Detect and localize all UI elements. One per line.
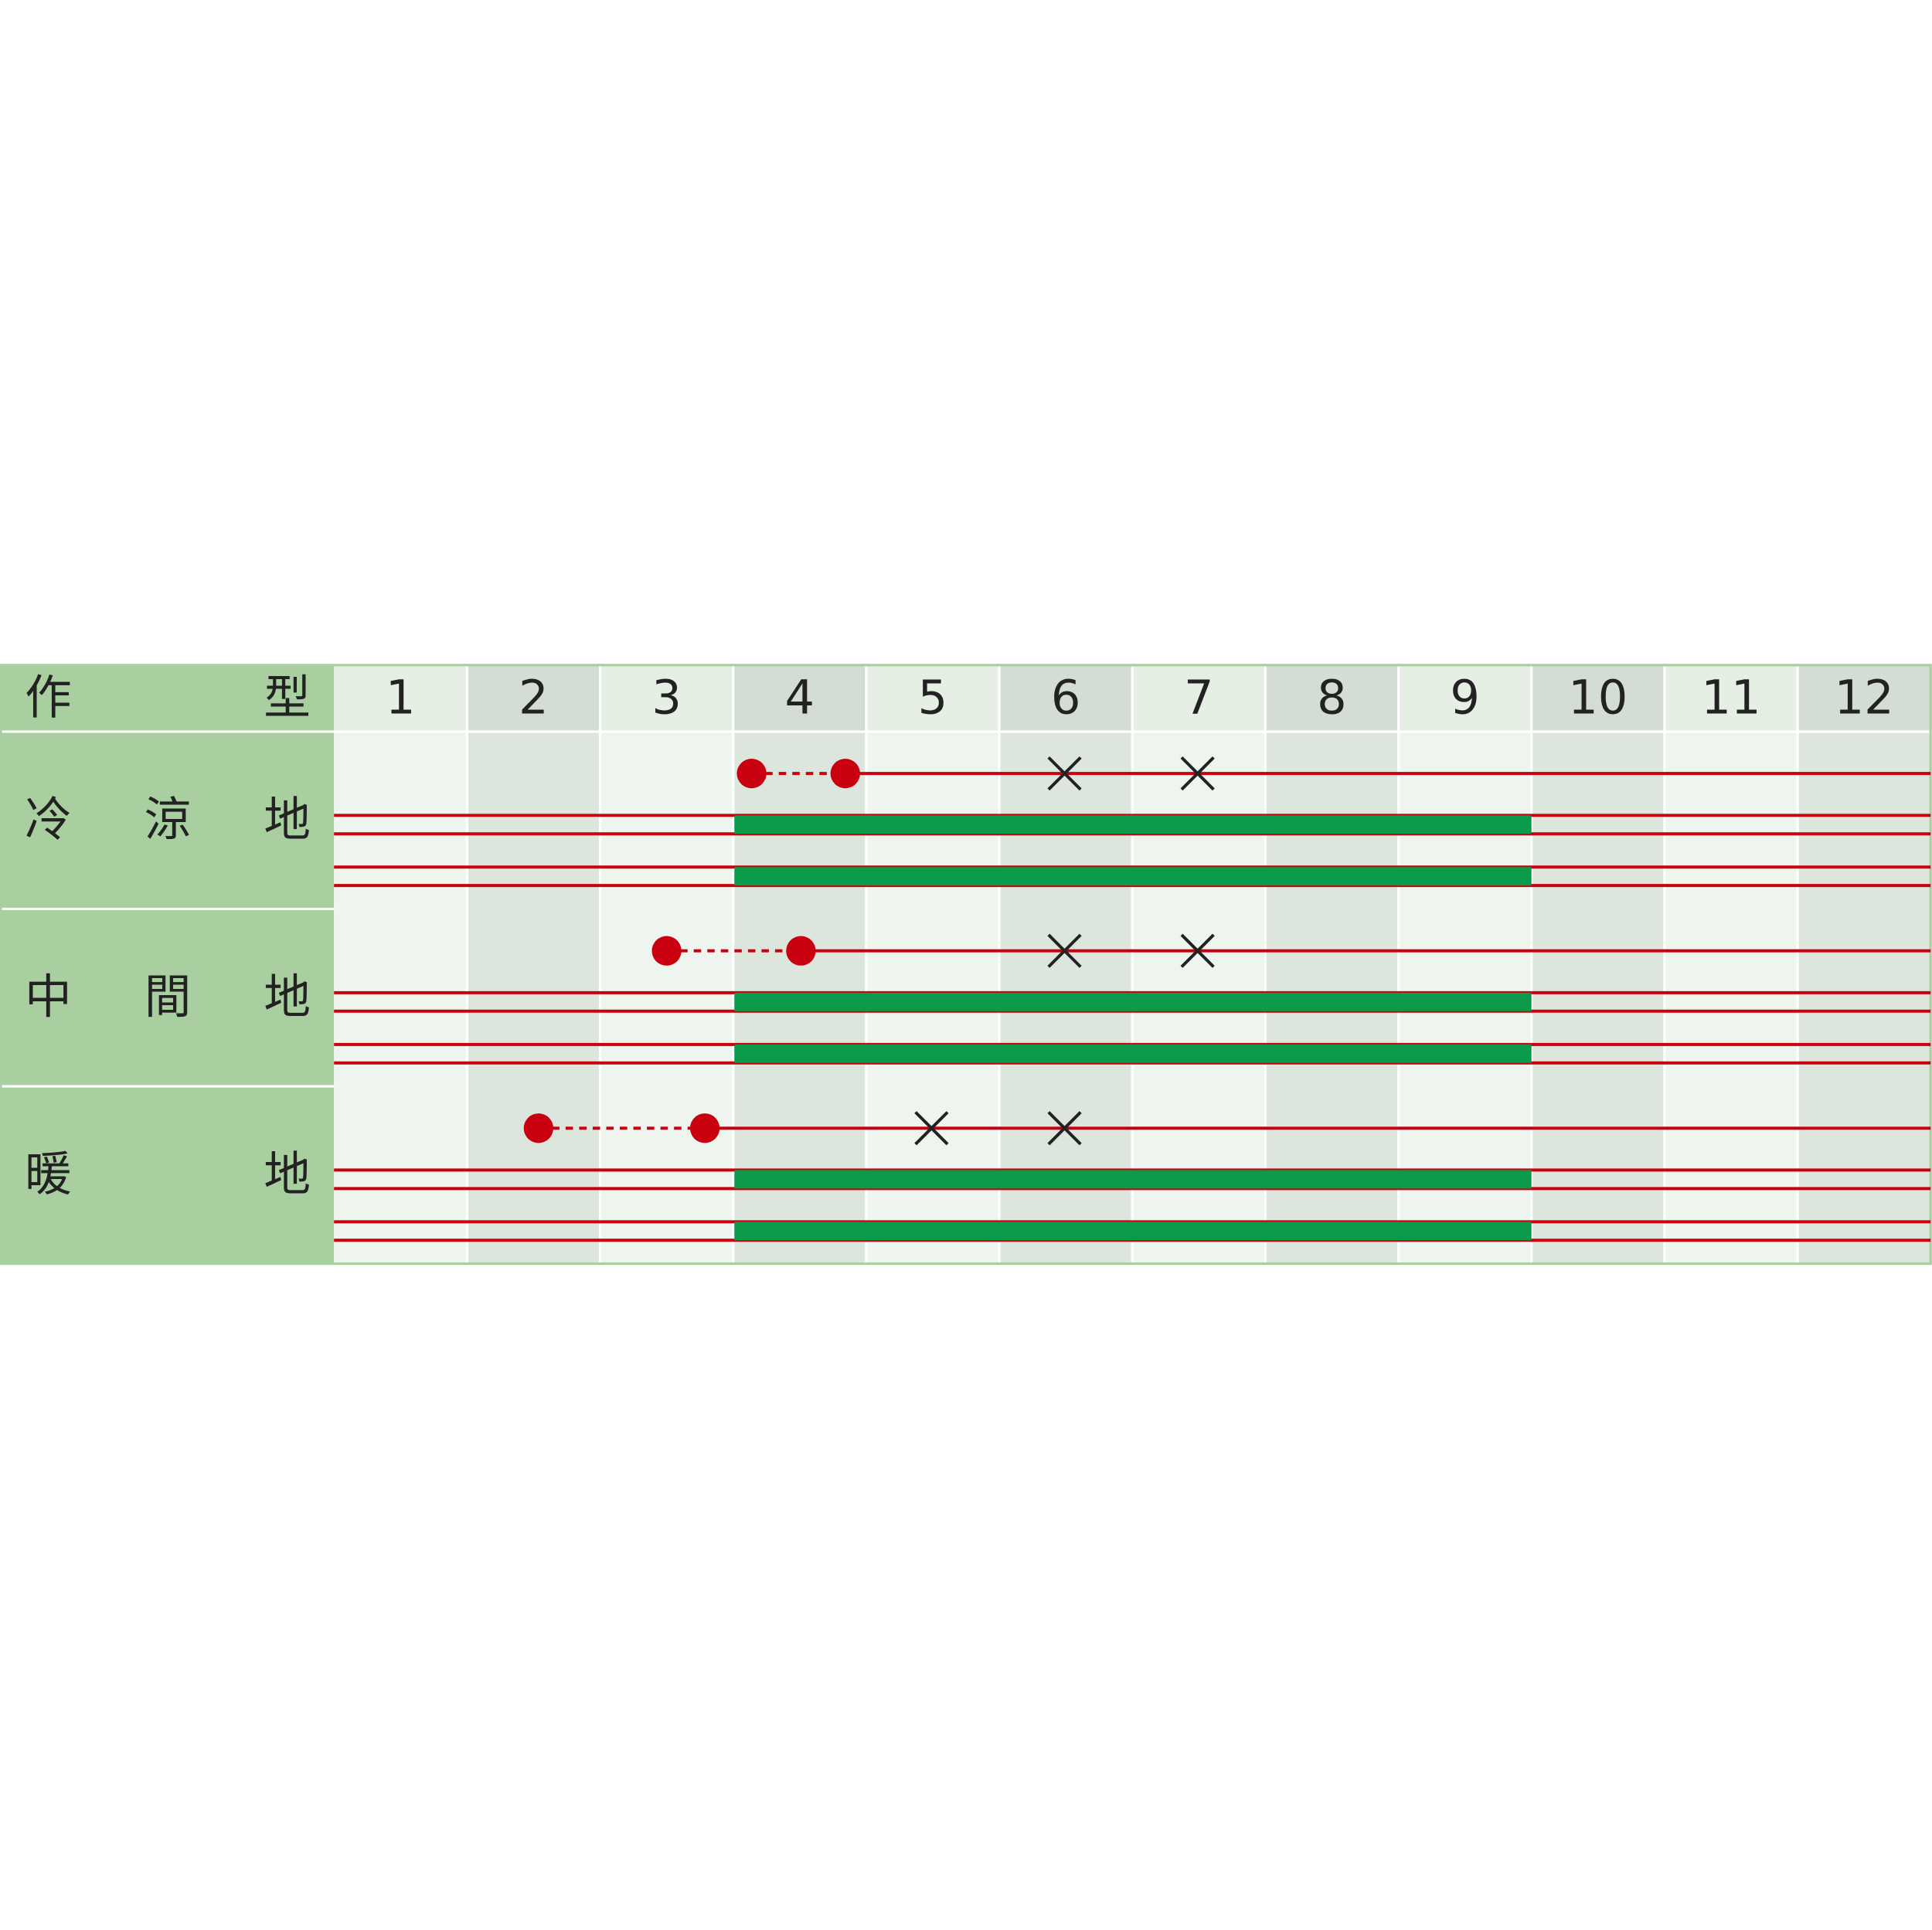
month-label: 2 <box>519 671 549 725</box>
header-cell <box>733 664 866 732</box>
dot <box>736 758 767 789</box>
header-cell <box>600 664 733 732</box>
month-label: 1 <box>386 671 416 725</box>
header-cell <box>866 664 1000 732</box>
body-column <box>600 731 733 1264</box>
body-column <box>334 731 468 1264</box>
body-column <box>1798 731 1931 1264</box>
green-bar <box>734 1170 1532 1189</box>
month-label: 5 <box>918 671 948 725</box>
cross <box>914 1111 949 1146</box>
green-bar <box>734 867 1532 886</box>
month-label: 4 <box>785 671 815 725</box>
header-cell <box>1398 664 1532 732</box>
green-bar <box>734 815 1532 834</box>
header-cell <box>467 664 600 732</box>
header-cell <box>999 664 1133 732</box>
month-label: 9 <box>1450 671 1480 725</box>
body-column <box>467 731 600 1264</box>
header-cell <box>334 664 468 732</box>
frame <box>0 664 1932 1266</box>
month-label: 12 <box>1835 671 1894 725</box>
month-label: 11 <box>1701 671 1760 725</box>
month-label: 8 <box>1317 671 1347 725</box>
header-cell <box>1664 664 1798 732</box>
body-column <box>1531 731 1665 1264</box>
cross <box>1047 756 1082 791</box>
green-bar <box>734 1044 1532 1063</box>
dot <box>523 1113 553 1143</box>
month-label: 6 <box>1051 671 1081 725</box>
row-label: 中間地 <box>25 970 311 1024</box>
header-cell <box>1531 664 1665 732</box>
header-cell <box>1132 664 1266 732</box>
label-column <box>0 664 335 1264</box>
header-cell <box>1265 664 1399 732</box>
dot <box>689 1113 720 1143</box>
dot <box>830 758 860 789</box>
cross <box>1180 933 1215 968</box>
month-label: 10 <box>1568 671 1628 725</box>
cross <box>1047 1111 1082 1146</box>
row-label: 冷涼地 <box>25 793 311 847</box>
header-cell <box>1798 664 1931 732</box>
dot <box>786 936 816 966</box>
dot <box>651 936 682 966</box>
green-bar <box>734 992 1532 1011</box>
cross <box>1047 933 1082 968</box>
green-bar <box>734 1222 1532 1241</box>
month-label: 3 <box>651 671 682 725</box>
month-label: 7 <box>1184 671 1214 725</box>
body-column <box>1664 731 1798 1264</box>
cross <box>1180 756 1215 791</box>
